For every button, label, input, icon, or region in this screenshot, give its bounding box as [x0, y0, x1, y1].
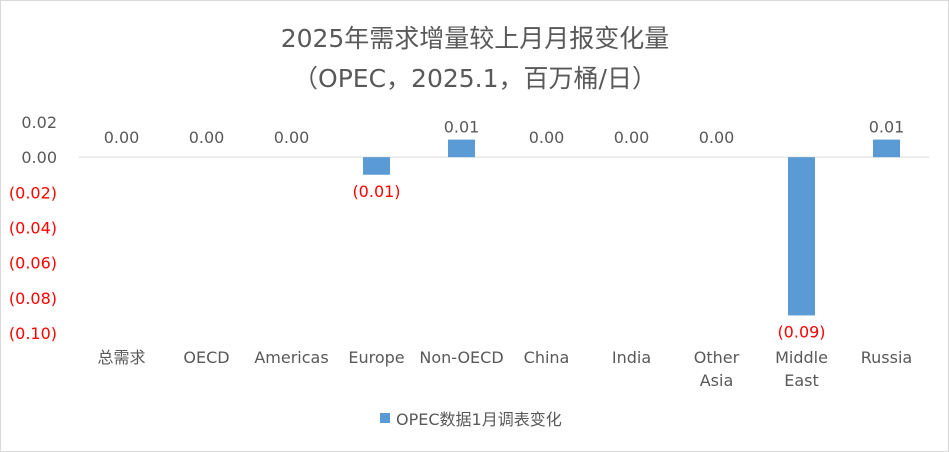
- data-label: 0.00: [699, 128, 735, 147]
- x-category-label: Russia: [861, 348, 912, 367]
- chart-title: 2025年需求增量较上月月报变化量 （OPEC，2025.1，百万桶/日）: [281, 24, 670, 93]
- legend: OPEC数据1月调表变化: [380, 410, 562, 429]
- x-category-label: OECD: [183, 348, 229, 367]
- y-tick-label: (0.02): [9, 183, 57, 202]
- y-tick-label: (0.10): [9, 324, 57, 343]
- x-category-label: Americas: [254, 348, 328, 367]
- data-label: (0.09): [777, 322, 825, 341]
- x-axis: 总需求 OECD Americas Europe Non-OECD China India O…: [97, 348, 912, 390]
- y-tick-label: (0.06): [9, 254, 57, 273]
- x-category-label: Non-OECD: [419, 348, 503, 367]
- x-category-label: 总需求: [97, 348, 145, 367]
- chart-title-line-2: （OPEC，2025.1，百万桶/日）: [293, 64, 657, 93]
- chart-title-line-1: 2025年需求增量较上月月报变化量: [281, 24, 670, 53]
- bar-series: [363, 139, 900, 316]
- legend-swatch: [380, 413, 390, 423]
- data-labels: 0.00 0.00 0.00 (0.01) 0.01 0.00 0.00 0.00 (0.09)…: [104, 118, 905, 342]
- bar: [873, 139, 900, 158]
- data-label: 0.00: [189, 128, 225, 147]
- x-category-label: India: [612, 348, 651, 367]
- data-label: 0.01: [444, 118, 480, 137]
- y-axis: 0.02 0.00 (0.02) (0.04) (0.06) (0.08) (0.10): [9, 113, 57, 343]
- data-label: 0.00: [274, 128, 310, 147]
- data-label: 0.01: [869, 118, 905, 137]
- data-label: 0.00: [104, 128, 140, 147]
- x-category-label: Europe: [348, 348, 404, 367]
- data-label: 0.00: [529, 128, 565, 147]
- bar: [363, 157, 390, 175]
- y-tick-label: (0.08): [9, 289, 57, 308]
- data-label: (0.01): [352, 182, 400, 201]
- x-category-label: Middle East: [775, 348, 828, 390]
- y-tick-label: (0.04): [9, 219, 57, 238]
- legend-label: OPEC数据1月调表变化: [396, 410, 562, 429]
- bar: [788, 157, 815, 316]
- x-category-label: China: [524, 348, 570, 367]
- y-tick-label: 0.02: [21, 113, 57, 132]
- y-tick-label: 0.00: [21, 148, 57, 167]
- x-category-label: Other Asia: [694, 348, 740, 390]
- data-label: 0.00: [614, 128, 650, 147]
- bar: [448, 139, 475, 158]
